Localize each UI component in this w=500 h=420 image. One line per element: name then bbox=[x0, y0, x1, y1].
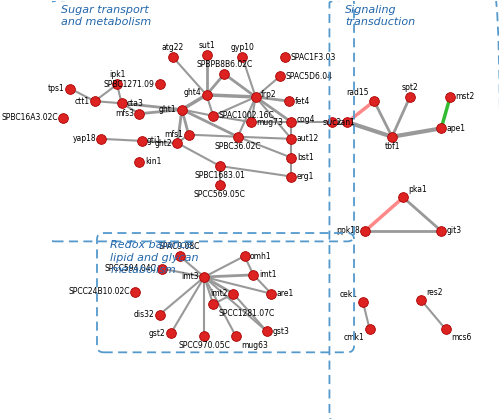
Text: ght4: ght4 bbox=[184, 88, 201, 97]
Text: tbf1: tbf1 bbox=[384, 142, 400, 151]
Text: atg22: atg22 bbox=[162, 43, 184, 52]
Text: Sugar transport
and metabolism: Sugar transport and metabolism bbox=[61, 5, 152, 27]
Text: imt1: imt1 bbox=[259, 270, 276, 279]
Text: mug73: mug73 bbox=[256, 118, 283, 126]
Text: imt3: imt3 bbox=[182, 273, 199, 281]
Text: imt2: imt2 bbox=[210, 289, 228, 298]
Text: gti1: gti1 bbox=[147, 136, 162, 145]
Text: ght1: ght1 bbox=[159, 105, 176, 114]
Text: gst3: gst3 bbox=[272, 327, 289, 336]
Text: xan1: xan1 bbox=[337, 118, 356, 126]
Text: cek1: cek1 bbox=[340, 290, 357, 299]
Text: gyp10: gyp10 bbox=[230, 43, 254, 52]
Text: bst1: bst1 bbox=[297, 153, 314, 162]
Text: SPAC1F3.03: SPAC1F3.03 bbox=[290, 52, 336, 62]
Text: aut12: aut12 bbox=[297, 134, 319, 143]
Text: sut1: sut1 bbox=[198, 41, 215, 50]
Text: tps1: tps1 bbox=[48, 84, 65, 93]
Text: erg1: erg1 bbox=[297, 172, 314, 181]
Text: spt2: spt2 bbox=[402, 83, 418, 92]
Text: gst2: gst2 bbox=[148, 329, 166, 338]
Text: mst2: mst2 bbox=[456, 92, 474, 102]
Text: frp2: frp2 bbox=[261, 90, 276, 100]
Text: SPAC5D6.04: SPAC5D6.04 bbox=[286, 71, 333, 81]
Text: swc2: swc2 bbox=[323, 118, 342, 126]
Text: Signaling
transduction: Signaling transduction bbox=[345, 5, 415, 27]
Text: SPBC36.02C: SPBC36.02C bbox=[214, 142, 261, 151]
Text: ppk18: ppk18 bbox=[336, 226, 360, 236]
Text: Redox balance,
lipid and glycan
metabolism: Redox balance, lipid and glycan metaboli… bbox=[110, 240, 199, 275]
Text: SPCC970.05C: SPCC970.05C bbox=[178, 341, 230, 349]
Text: SPBC1271.09: SPBC1271.09 bbox=[104, 80, 154, 89]
Text: SPCC24B10.02C: SPCC24B10.02C bbox=[68, 287, 130, 296]
Text: yap18: yap18 bbox=[72, 134, 96, 143]
Text: rad15: rad15 bbox=[346, 88, 369, 97]
Text: ipk1: ipk1 bbox=[109, 71, 126, 79]
Text: omh1: omh1 bbox=[250, 252, 272, 260]
Text: mcs6: mcs6 bbox=[451, 333, 471, 341]
Text: git3: git3 bbox=[446, 226, 462, 236]
Text: pka1: pka1 bbox=[408, 185, 428, 194]
Text: SPAC9.08C: SPAC9.08C bbox=[159, 242, 200, 251]
Text: ght2: ght2 bbox=[154, 139, 172, 147]
Text: kin1: kin1 bbox=[145, 158, 161, 166]
Text: SPBC16A3.02C: SPBC16A3.02C bbox=[2, 113, 58, 122]
Text: SPAC1002.16C: SPAC1002.16C bbox=[218, 111, 274, 120]
Text: SPBC1683.01: SPBC1683.01 bbox=[194, 171, 246, 180]
Text: SPCC594.04C: SPCC594.04C bbox=[104, 264, 156, 273]
Text: mfs1: mfs1 bbox=[164, 130, 184, 139]
Text: SPCC569.05C: SPCC569.05C bbox=[194, 190, 246, 199]
Text: mug63: mug63 bbox=[241, 341, 268, 349]
Text: are1: are1 bbox=[276, 289, 294, 298]
Text: cmk1: cmk1 bbox=[344, 333, 364, 341]
Text: cta3: cta3 bbox=[127, 99, 144, 108]
Text: dis32: dis32 bbox=[134, 310, 154, 319]
Text: fet4: fet4 bbox=[294, 97, 310, 106]
Text: ctt1: ctt1 bbox=[74, 97, 90, 106]
Text: cog4: cog4 bbox=[297, 116, 316, 124]
Text: SPBPB8B6.02C: SPBPB8B6.02C bbox=[196, 60, 252, 69]
Text: mfs3: mfs3 bbox=[115, 109, 134, 118]
Text: ape1: ape1 bbox=[446, 124, 466, 133]
Text: res2: res2 bbox=[426, 288, 443, 297]
Text: SPCC1281.07C: SPCC1281.07C bbox=[218, 309, 275, 318]
